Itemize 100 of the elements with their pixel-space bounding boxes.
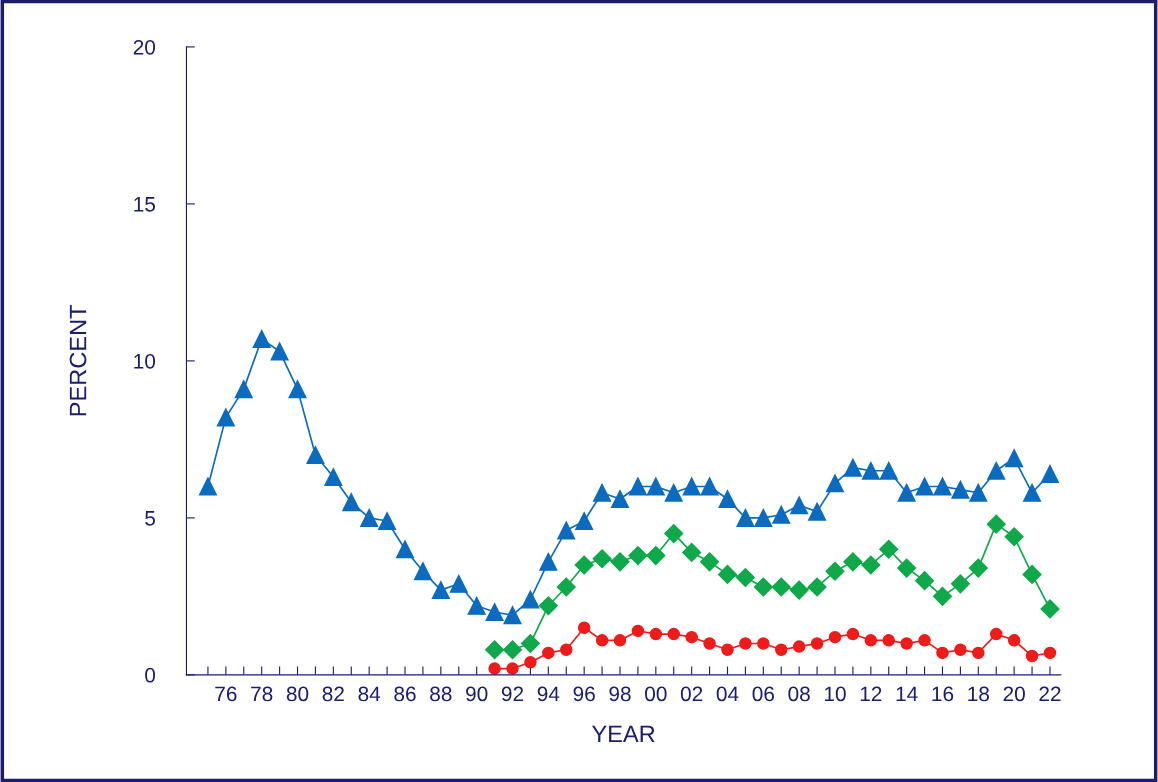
point: [951, 480, 970, 499]
point: [395, 540, 415, 559]
point: [682, 542, 702, 562]
point: [897, 558, 917, 578]
point: [792, 640, 806, 653]
point: [1007, 634, 1021, 647]
x-tick-label: 02: [680, 686, 703, 702]
point: [524, 656, 537, 669]
point: [664, 483, 683, 502]
point: [861, 555, 881, 575]
point: [1023, 483, 1042, 502]
point: [933, 477, 952, 496]
point: [520, 633, 540, 654]
x-tick-label: 16: [932, 686, 954, 702]
point: [503, 606, 522, 625]
point: [595, 634, 609, 647]
point: [789, 580, 809, 600]
x-axis-title: YEAR: [591, 725, 655, 742]
point: [790, 496, 809, 515]
point: [538, 596, 558, 616]
point: [593, 483, 612, 502]
point: [270, 342, 289, 361]
point: [882, 634, 895, 647]
point: [989, 627, 1003, 641]
point: [700, 552, 720, 572]
point: [521, 590, 540, 609]
x-tick-label: 04: [716, 686, 739, 702]
point: [485, 640, 505, 660]
point: [413, 562, 432, 581]
point: [198, 477, 217, 496]
point: [342, 493, 361, 512]
point: [864, 634, 878, 647]
point: [700, 477, 719, 496]
point: [753, 577, 773, 597]
point: [252, 329, 271, 348]
point: [556, 577, 576, 597]
point: [1040, 599, 1060, 619]
x-tick-label: 90: [466, 686, 488, 702]
point: [649, 627, 663, 641]
y-axis-title: PERCENT: [69, 305, 87, 416]
point: [936, 646, 949, 660]
point: [808, 502, 827, 521]
point: [360, 508, 379, 527]
point: [986, 514, 1006, 534]
x-tick-label: 18: [968, 686, 989, 702]
x-tick-label: 06: [752, 686, 774, 702]
point: [972, 646, 985, 660]
point: [897, 483, 916, 502]
point: [843, 552, 863, 572]
x-tick-label: 98: [609, 686, 631, 702]
point: [950, 574, 970, 594]
point: [610, 552, 630, 572]
point: [449, 574, 468, 593]
point: [506, 662, 519, 675]
point: [1025, 649, 1039, 663]
point: [288, 380, 307, 399]
point: [900, 637, 913, 650]
point: [1005, 449, 1024, 468]
point: [861, 461, 880, 480]
point: [628, 546, 648, 566]
y-tick-label: 20: [133, 39, 156, 55]
point: [574, 555, 594, 575]
point: [575, 511, 594, 531]
point: [485, 603, 504, 622]
point: [843, 458, 862, 477]
point: [667, 627, 680, 641]
x-tick-label: 12: [860, 686, 882, 702]
x-tick-label: 80: [286, 686, 309, 702]
y-tick-label: 10: [134, 353, 156, 369]
x-tick-label: 22: [1039, 686, 1061, 702]
point: [378, 511, 397, 531]
x-tick-label: 00: [645, 686, 667, 702]
point: [646, 546, 666, 566]
point: [825, 474, 845, 493]
point: [539, 552, 558, 571]
point: [1040, 464, 1060, 483]
point: [577, 621, 591, 635]
point: [685, 630, 698, 644]
point: [216, 408, 235, 427]
point: [431, 581, 450, 600]
point: [488, 662, 501, 675]
x-tick-label: 10: [824, 686, 846, 702]
x-tick-label: 86: [394, 686, 416, 702]
point: [915, 571, 935, 591]
point: [542, 646, 555, 660]
x-tick-label: 84: [358, 686, 381, 702]
point: [736, 508, 755, 527]
x-tick-label: 94: [537, 686, 560, 702]
point: [968, 558, 988, 578]
point: [646, 477, 665, 496]
point: [718, 490, 737, 509]
point: [918, 634, 931, 647]
point: [467, 596, 486, 615]
y-tick-label: 0: [145, 667, 156, 683]
point: [954, 643, 967, 656]
point: [771, 577, 791, 597]
point: [560, 643, 573, 656]
point: [879, 461, 898, 480]
point: [825, 561, 845, 581]
point: [757, 637, 770, 650]
